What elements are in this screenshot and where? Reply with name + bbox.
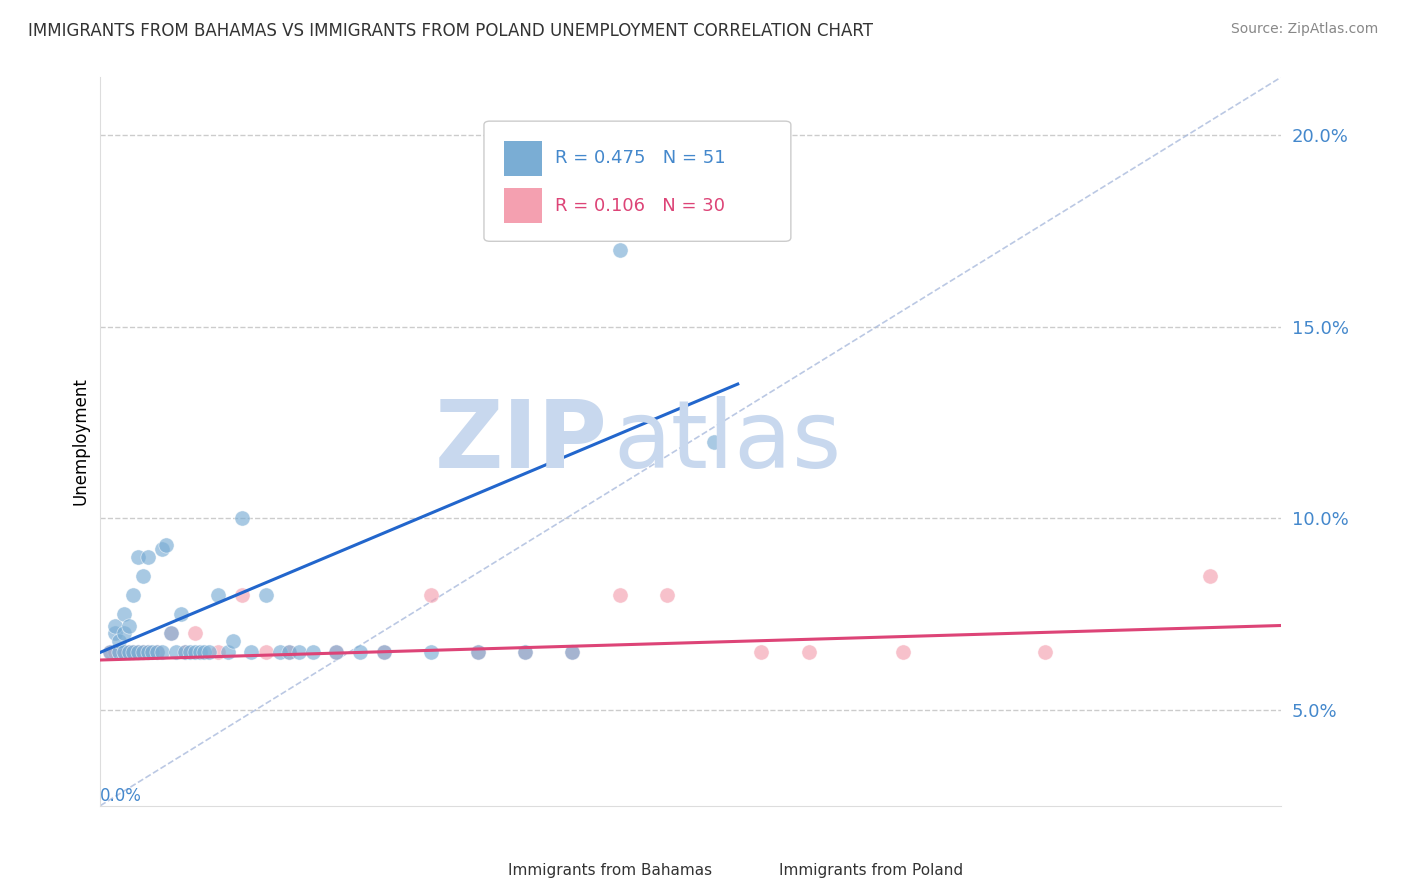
Point (98, 645, 121, 659)
Point (278, 645, 301, 659)
Text: Immigrants from Bahamas: Immigrants from Bahamas (508, 863, 711, 878)
Point (231, 588, 253, 602)
Y-axis label: Unemployment: Unemployment (72, 377, 89, 506)
Point (132, 568, 155, 582)
Point (301, 645, 323, 659)
Point (103, 618, 125, 632)
Point (132, 645, 155, 659)
Point (254, 645, 277, 659)
Point (561, 645, 583, 659)
Point (349, 645, 371, 659)
Point (198, 645, 221, 659)
Point (217, 645, 239, 659)
Point (231, 511, 253, 525)
Text: Immigrants from Poland: Immigrants from Poland (779, 863, 963, 878)
Point (146, 645, 169, 659)
Bar (467, 855, 499, 886)
Text: IMMIGRANTS FROM BAHAMAS VS IMMIGRANTS FROM POLAND UNEMPLOYMENT CORRELATION CHART: IMMIGRANTS FROM BAHAMAS VS IMMIGRANTS FR… (28, 22, 873, 40)
Point (207, 645, 229, 659)
Point (103, 626, 125, 640)
Point (127, 549, 149, 564)
Text: R = 0.475   N = 51: R = 0.475 N = 51 (555, 149, 725, 168)
Point (373, 645, 395, 659)
Point (112, 645, 135, 659)
Point (184, 645, 207, 659)
Point (146, 645, 169, 659)
Point (127, 645, 149, 659)
Bar (503, 141, 541, 176)
Point (221, 633, 243, 648)
Point (287, 645, 309, 659)
Point (269, 645, 291, 659)
Point (373, 645, 395, 659)
Point (150, 541, 173, 556)
Point (98, 645, 121, 659)
Point (108, 645, 131, 659)
Point (132, 645, 155, 659)
Point (891, 645, 914, 659)
Point (1199, 568, 1222, 582)
Point (127, 645, 149, 659)
Point (136, 549, 159, 564)
Point (150, 645, 173, 659)
Point (325, 645, 347, 659)
Point (155, 538, 177, 552)
Point (108, 633, 131, 648)
Point (103, 645, 125, 659)
Point (108, 645, 131, 659)
Point (703, 434, 725, 449)
Point (1033, 645, 1056, 659)
Text: ZIP: ZIP (434, 395, 607, 488)
Point (160, 626, 183, 640)
Point (174, 645, 197, 659)
Text: Source: ZipAtlas.com: Source: ZipAtlas.com (1230, 22, 1378, 37)
Point (609, 243, 631, 257)
Point (419, 588, 441, 602)
Point (165, 645, 187, 659)
Point (254, 588, 277, 602)
Point (609, 588, 631, 602)
Point (118, 645, 141, 659)
Point (122, 645, 145, 659)
Point (467, 645, 489, 659)
Bar (503, 188, 541, 223)
Point (112, 626, 135, 640)
FancyBboxPatch shape (484, 121, 790, 241)
Point (122, 588, 145, 602)
Point (655, 588, 678, 602)
Point (467, 645, 489, 659)
Point (193, 645, 215, 659)
Text: 0.0%: 0.0% (100, 788, 142, 805)
Point (136, 645, 159, 659)
Point (515, 645, 537, 659)
Point (136, 645, 159, 659)
Point (240, 645, 263, 659)
Point (278, 645, 301, 659)
Bar (738, 855, 770, 886)
Point (160, 626, 183, 640)
Point (561, 645, 583, 659)
Point (118, 618, 141, 632)
Point (184, 626, 207, 640)
Point (118, 645, 141, 659)
Point (797, 645, 820, 659)
Point (122, 645, 145, 659)
Point (169, 607, 191, 621)
Point (112, 645, 135, 659)
Point (112, 607, 135, 621)
Point (751, 645, 773, 659)
Text: atlas: atlas (614, 395, 842, 488)
Point (515, 645, 537, 659)
Point (174, 645, 197, 659)
Point (141, 645, 163, 659)
Point (207, 588, 229, 602)
Point (419, 645, 441, 659)
Text: R = 0.106   N = 30: R = 0.106 N = 30 (555, 196, 724, 215)
Point (325, 645, 347, 659)
Point (188, 645, 211, 659)
Point (179, 645, 201, 659)
